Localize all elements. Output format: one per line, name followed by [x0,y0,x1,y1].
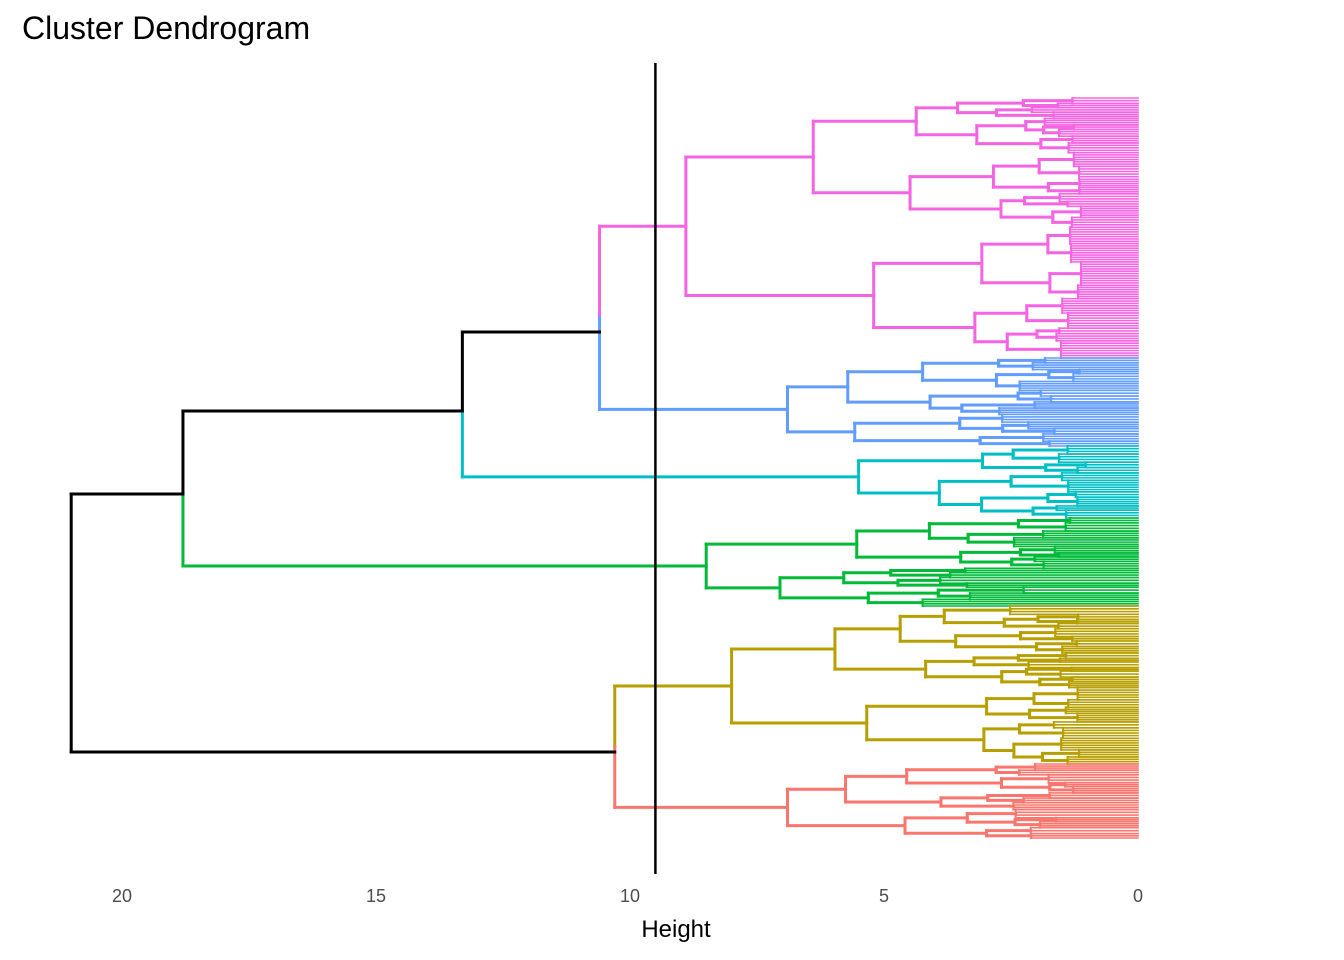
x-tick-label: 20 [112,886,132,906]
leaf-bundles [921,97,1139,839]
x-tick-label: 5 [879,886,889,906]
x-tick-label: 0 [1133,886,1143,906]
x-axis-label: Height [641,916,711,943]
dendrogram-tree [69,99,1087,838]
chart-title: Cluster Dendrogram [22,10,311,46]
x-tick-label: 10 [620,886,640,906]
x-axis-ticks: 20 15 10 5 0 [112,886,1143,906]
x-tick-label: 15 [366,886,386,906]
